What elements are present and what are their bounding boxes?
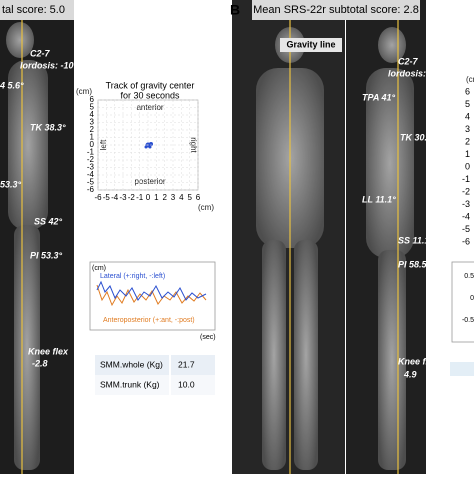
y-tick-label: 0 bbox=[470, 295, 474, 302]
title-box-a bbox=[0, 0, 74, 20]
cropped-table bbox=[450, 362, 474, 376]
plot-title: for 30 seconds bbox=[120, 90, 180, 100]
y-tick-label: -4 bbox=[462, 211, 470, 221]
panel-title: tal score: 5.0 bbox=[2, 4, 65, 16]
label: C2-7 bbox=[398, 56, 419, 66]
label: Knee flex bbox=[398, 356, 439, 366]
y-tick-label: -6 bbox=[87, 185, 95, 194]
axis-unit: (cm) bbox=[92, 265, 106, 272]
y-tick-label: 3 bbox=[465, 124, 470, 134]
direction-label: left bbox=[99, 139, 108, 150]
label: PI 58.5° bbox=[398, 259, 431, 269]
silhouette-a bbox=[6, 22, 48, 470]
y-tick-label: -3 bbox=[87, 163, 95, 172]
label: lordosis: -10° bbox=[20, 60, 78, 70]
direction-label: right bbox=[189, 137, 198, 153]
y-tick-label: -2 bbox=[462, 186, 470, 196]
label: TK 38.3° bbox=[30, 122, 66, 132]
label: 4 5.6° bbox=[0, 80, 24, 90]
y-tick-label: -0.5 bbox=[462, 317, 474, 324]
x-tick-label: -5 bbox=[103, 193, 111, 202]
label: TK 30.3° bbox=[400, 132, 436, 142]
x-tick-label: -2 bbox=[128, 193, 136, 202]
label: LL 11.1° bbox=[362, 194, 396, 204]
y-tick-label: -5 bbox=[462, 224, 470, 234]
panel-letter: B bbox=[230, 2, 240, 18]
y-tick-label: -1 bbox=[87, 148, 95, 157]
x-tick-label: 1 bbox=[154, 193, 159, 202]
y-tick-label: -4 bbox=[87, 170, 95, 179]
x-tick-label: -6 bbox=[94, 193, 102, 202]
x-tick-label: 6 bbox=[196, 193, 201, 202]
label: 53.3° bbox=[0, 179, 22, 189]
y-tick-label: 0.5 bbox=[464, 273, 474, 280]
x-tick-label: 0 bbox=[146, 193, 151, 202]
axis-unit: (cm) bbox=[466, 75, 474, 84]
label: TPA 41° bbox=[362, 92, 396, 102]
label: PI 53.3° bbox=[30, 250, 63, 260]
y-tick-label: 5 bbox=[465, 99, 470, 109]
axis-unit: (sec) bbox=[200, 334, 216, 341]
y-tick-label: 6 bbox=[465, 86, 470, 96]
table-row bbox=[95, 355, 215, 375]
y-tick-label: 5 bbox=[90, 103, 95, 112]
y-tick-label: 0 bbox=[465, 161, 470, 171]
x-tick-label: -1 bbox=[136, 193, 144, 202]
y-tick-label: 2 bbox=[465, 136, 470, 146]
label: 4.9 bbox=[403, 369, 417, 379]
y-tick-label: 0 bbox=[90, 140, 95, 149]
label: SS 11.1° bbox=[398, 235, 433, 245]
y-tick-label: 6 bbox=[90, 95, 95, 104]
x-tick-label: 2 bbox=[162, 193, 167, 202]
y-tick-label: 4 bbox=[465, 111, 470, 121]
label: -2.8 bbox=[32, 358, 48, 368]
y-tick-label: -5 bbox=[87, 178, 95, 187]
x-tick-label: -3 bbox=[119, 193, 127, 202]
cropped-frame bbox=[451, 261, 474, 343]
axis-unit: (cm) bbox=[76, 87, 92, 96]
direction-label: posterior bbox=[134, 177, 165, 186]
y-tick-label: 3 bbox=[90, 118, 95, 127]
gravity-line-label: Gravity line bbox=[286, 39, 335, 49]
y-tick-label: 2 bbox=[90, 125, 95, 134]
y-tick-label: 1 bbox=[90, 133, 95, 142]
gravity-line-box bbox=[280, 38, 342, 52]
y-tick-label: -1 bbox=[462, 174, 470, 184]
table-cell: SMM.whole (Kg) bbox=[100, 359, 163, 369]
legend-lateral: Lateral (+:right, -:left) bbox=[100, 273, 165, 280]
label: Knee flex bbox=[28, 346, 69, 356]
table-cell: 21.7 bbox=[178, 359, 195, 369]
label: SS 42° bbox=[34, 216, 63, 226]
y-tick-label: 4 bbox=[90, 110, 95, 119]
plot-title: Track of gravity center bbox=[106, 80, 195, 90]
lateral-trace bbox=[96, 280, 207, 301]
y-tick-label: 1 bbox=[465, 149, 470, 159]
axis-unit: (cm) bbox=[198, 203, 214, 212]
x-tick-label: 5 bbox=[187, 193, 192, 202]
title-box-b bbox=[252, 0, 420, 20]
silhouette-b bbox=[256, 27, 414, 470]
y-tick-label: -2 bbox=[87, 155, 95, 164]
x-tick-label: 3 bbox=[171, 193, 176, 202]
label: lordosis: -2.8° bbox=[388, 68, 448, 78]
legend-ap: Anteroposterior (+:ant, -:post) bbox=[103, 317, 195, 324]
x-tick-label: -4 bbox=[111, 193, 119, 202]
table-row bbox=[95, 375, 215, 395]
label: C2-7 bbox=[30, 48, 51, 58]
y-tick-label: -3 bbox=[462, 199, 470, 209]
panel-title: Mean SRS-22r subtotal score: 2.8 bbox=[253, 4, 419, 16]
table-cell: SMM.trunk (Kg) bbox=[100, 379, 160, 389]
y-tick-label: -6 bbox=[462, 236, 470, 246]
x-tick-label: 4 bbox=[179, 193, 184, 202]
table-cell: 10.0 bbox=[178, 379, 195, 389]
sway-frame bbox=[89, 261, 216, 331]
